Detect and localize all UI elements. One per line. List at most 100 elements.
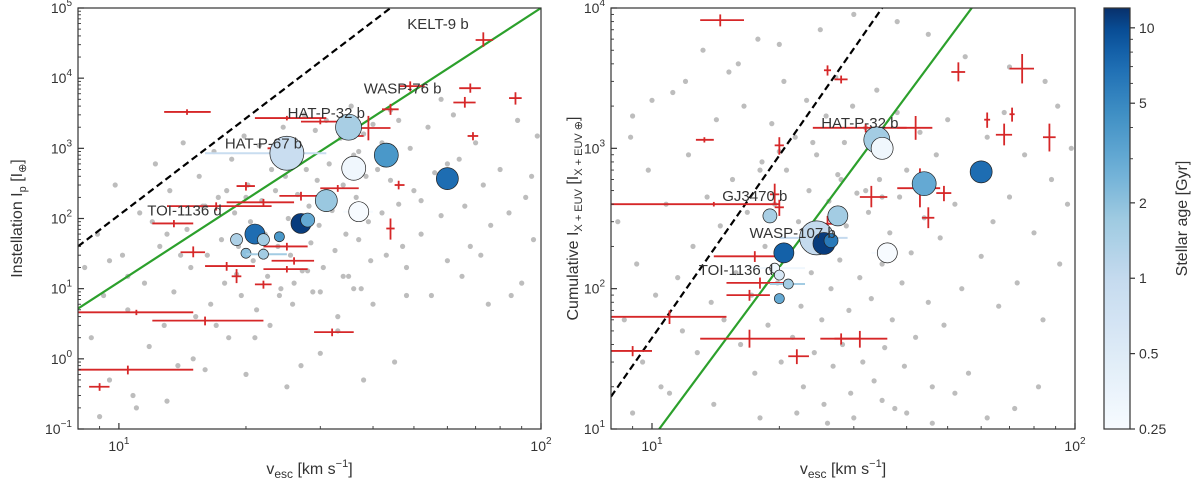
background-planet-point bbox=[744, 209, 750, 215]
planet-point bbox=[870, 136, 894, 160]
background-planet-point bbox=[106, 258, 113, 264]
detected-planet-errorbar bbox=[834, 330, 888, 348]
background-planet-point bbox=[821, 401, 827, 407]
y-tick-label: 100 bbox=[51, 349, 73, 367]
background-planet-point bbox=[941, 322, 947, 328]
background-planet-point bbox=[874, 87, 880, 93]
background-planet-point bbox=[795, 219, 802, 225]
background-planet-point bbox=[851, 11, 857, 17]
background-planet-point bbox=[694, 350, 700, 356]
background-planet-point bbox=[396, 117, 402, 123]
background-planet-point bbox=[908, 250, 914, 256]
background-planet-point bbox=[379, 210, 385, 216]
detected-planet-errorbar bbox=[180, 246, 206, 258]
detected-planet-errorbar bbox=[834, 75, 848, 84]
background-planet-point bbox=[621, 317, 627, 323]
background-planet-point bbox=[137, 210, 143, 216]
detected-planet-errorbar bbox=[769, 183, 780, 205]
background-planet-point bbox=[901, 363, 908, 369]
background-planet-point bbox=[778, 359, 784, 365]
background-planet-point bbox=[713, 117, 720, 123]
background-planet-point bbox=[161, 322, 167, 328]
detected-planet-errorbar bbox=[78, 309, 194, 316]
background-planet-point bbox=[1001, 109, 1007, 116]
background-planet-point bbox=[798, 303, 804, 309]
planet-point bbox=[876, 242, 898, 264]
background-planet-point bbox=[351, 286, 357, 292]
background-planet-point bbox=[804, 97, 810, 103]
detected-planet-errorbar bbox=[812, 123, 907, 133]
background-planet-point bbox=[819, 317, 825, 323]
detected-planet-errorbar bbox=[1009, 54, 1035, 84]
background-planet-point bbox=[658, 384, 664, 390]
background-planet-point bbox=[340, 273, 346, 279]
background-planet-point bbox=[892, 405, 898, 412]
planet-label: HAT-P-67 b bbox=[225, 135, 302, 152]
background-planet-point bbox=[1057, 261, 1063, 267]
background-planet-point bbox=[193, 314, 199, 320]
background-planet-point bbox=[238, 292, 244, 299]
background-planet-point bbox=[97, 414, 103, 420]
plot-area bbox=[78, 8, 541, 420]
background-planet-point bbox=[904, 167, 910, 173]
background-planet-point bbox=[425, 124, 431, 130]
background-planet-point bbox=[894, 19, 900, 25]
colorbar-label: Stellar age [Gyr] bbox=[1174, 161, 1191, 277]
background-planet-point bbox=[781, 78, 787, 84]
background-planet-point bbox=[1064, 201, 1071, 207]
background-planet-point bbox=[733, 270, 739, 276]
background-planet-point bbox=[444, 161, 450, 167]
planet-point bbox=[341, 155, 367, 181]
background-planet-point bbox=[308, 240, 314, 246]
detected-planet-errorbar bbox=[611, 346, 652, 357]
background-planet-point bbox=[215, 194, 221, 200]
planet-point bbox=[257, 233, 270, 246]
background-planet-point bbox=[792, 134, 798, 140]
background-planet-point bbox=[1031, 230, 1037, 236]
planet-point bbox=[823, 233, 839, 248]
background-planet-point bbox=[762, 243, 768, 249]
background-planet-point bbox=[876, 176, 883, 183]
background-planet-point bbox=[887, 230, 893, 236]
planet-point bbox=[230, 233, 243, 246]
detected-planet-errorbar bbox=[386, 218, 395, 240]
background-planet-point bbox=[252, 335, 258, 341]
background-planet-point bbox=[243, 371, 249, 377]
detected-planet-errorbar bbox=[271, 257, 315, 265]
background-planet-point bbox=[726, 69, 732, 75]
background-planet-point bbox=[843, 223, 849, 229]
background-planet-point bbox=[882, 345, 888, 351]
detected-planet-errorbar bbox=[398, 81, 425, 92]
y-tick-label: 105 bbox=[51, 0, 73, 16]
background-planet-point bbox=[708, 299, 714, 305]
planet-label: WASP-107 b bbox=[750, 225, 836, 242]
energy-limit-line bbox=[611, 8, 884, 398]
background-planet-point bbox=[808, 270, 814, 276]
background-planet-point bbox=[184, 226, 190, 232]
y-tick-label: 104 bbox=[51, 68, 73, 86]
colorbar-bar bbox=[1103, 7, 1131, 430]
axes-frame bbox=[610, 7, 1076, 430]
background-planet-point bbox=[133, 405, 139, 411]
background-planet-point bbox=[897, 194, 903, 200]
background-planet-point bbox=[112, 182, 118, 188]
background-planet-point bbox=[180, 140, 186, 146]
background-planet-point bbox=[467, 243, 473, 249]
planet-point bbox=[827, 205, 849, 227]
background-planet-point bbox=[418, 231, 424, 237]
background-planet-point bbox=[534, 133, 540, 139]
background-planet-point bbox=[152, 161, 158, 167]
background-planet-point bbox=[1068, 145, 1074, 151]
background-planet-point bbox=[392, 359, 398, 365]
detected-planet-errorbar bbox=[859, 185, 888, 208]
x-tick-label: 101 bbox=[641, 436, 663, 454]
background-planet-point bbox=[188, 264, 194, 271]
background-planet-point bbox=[640, 359, 646, 365]
background-planet-point bbox=[314, 177, 320, 183]
background-planet-point bbox=[356, 148, 362, 155]
detected-planet-errorbar bbox=[788, 349, 809, 365]
background-planet-point bbox=[837, 257, 843, 263]
background-planet-point bbox=[962, 54, 968, 60]
planet-label: HAT-P-32 b bbox=[288, 105, 365, 122]
background-planet-point bbox=[316, 222, 322, 228]
